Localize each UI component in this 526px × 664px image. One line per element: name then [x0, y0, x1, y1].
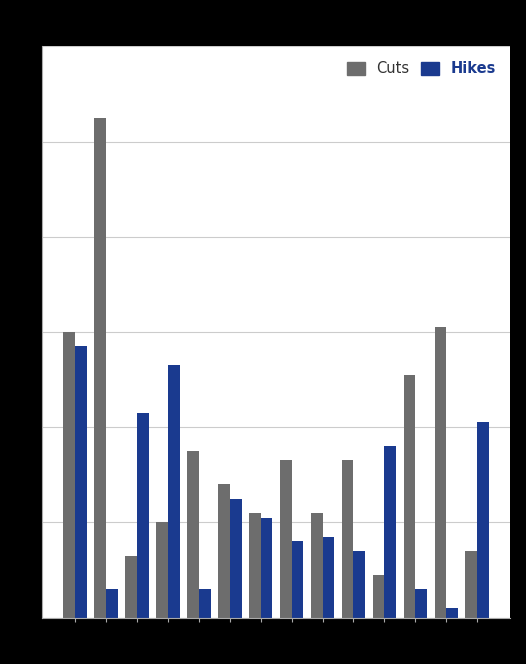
- Bar: [466, 551, 477, 618]
- Bar: [187, 451, 199, 618]
- Bar: [372, 574, 385, 618]
- Text: Number of rate changes by EM and DM central banks**: Number of rate changes by EM and DM cent…: [42, 25, 526, 43]
- Bar: [168, 365, 180, 618]
- Bar: [261, 518, 272, 618]
- Bar: [353, 551, 365, 618]
- Bar: [446, 608, 458, 618]
- Bar: [477, 422, 489, 618]
- Bar: [280, 461, 291, 618]
- Bar: [403, 374, 416, 618]
- Bar: [137, 413, 149, 618]
- Bar: [311, 513, 322, 618]
- Bar: [218, 484, 230, 618]
- Bar: [230, 499, 241, 618]
- Bar: [106, 589, 118, 618]
- Bar: [342, 461, 353, 618]
- Bar: [63, 332, 75, 618]
- Bar: [416, 589, 427, 618]
- Legend: Cuts, Hikes: Cuts, Hikes: [340, 54, 503, 84]
- Bar: [385, 446, 396, 618]
- Bar: [322, 537, 335, 618]
- Bar: [125, 556, 137, 618]
- Bar: [434, 327, 446, 618]
- Bar: [75, 346, 87, 618]
- Bar: [199, 589, 210, 618]
- Bar: [94, 118, 106, 618]
- Bar: [291, 541, 304, 618]
- Bar: [249, 513, 261, 618]
- Bar: [156, 523, 168, 618]
